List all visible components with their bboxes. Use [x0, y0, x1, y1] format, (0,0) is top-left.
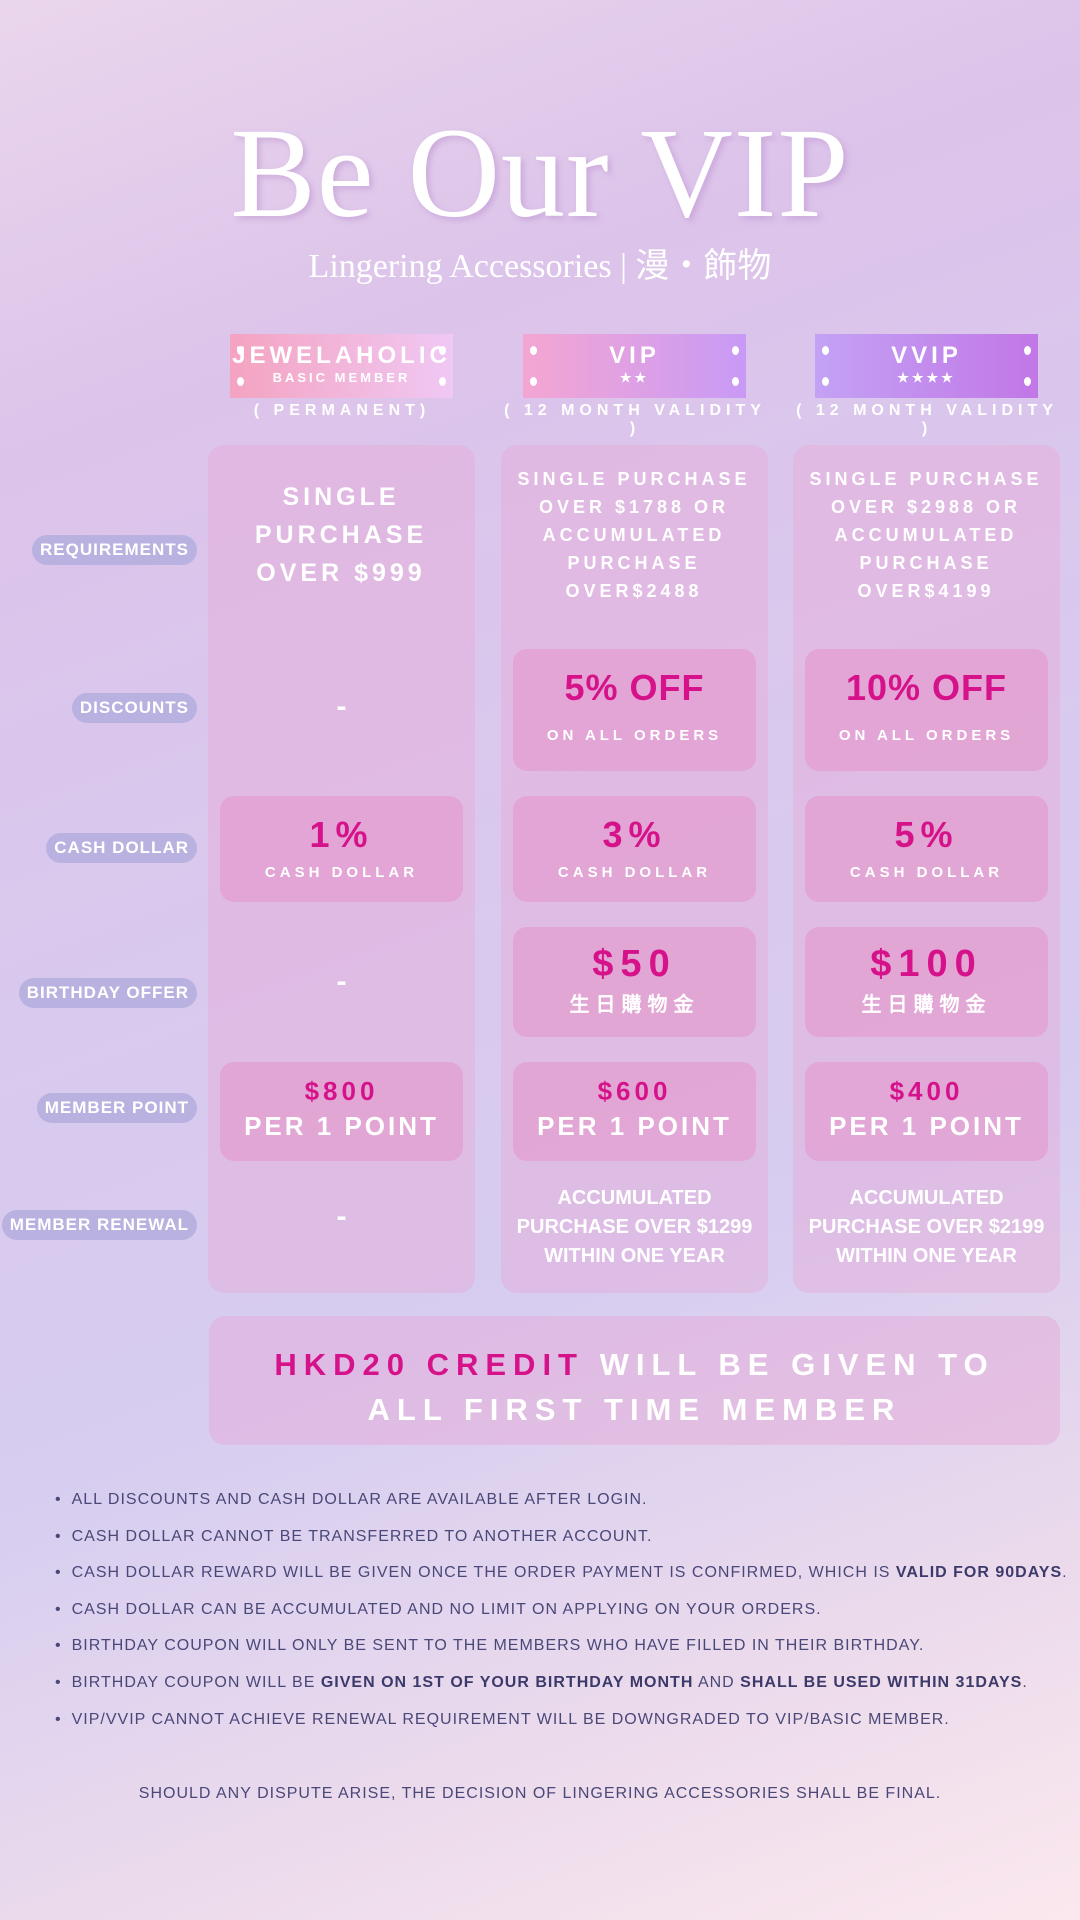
- member-point-box: $800 PER 1 POINT: [220, 1062, 463, 1161]
- row-label-member-renewal: MEMBER RENEWAL: [1, 1210, 197, 1240]
- note-text: BIRTHDAY COUPON WILL BE: [71, 1674, 321, 1691]
- birthday-box: $100 生日購物金: [805, 927, 1048, 1037]
- tier-requirement: SINGLE PURCHASE OVER $999: [254, 483, 428, 587]
- cash-dollar-box: 3% CASH DOLLAR: [513, 796, 756, 902]
- point-amount: $800: [304, 1076, 379, 1106]
- tier-column: [501, 445, 768, 1293]
- note-text: ALL DISCOUNTS AND CASH DOLLAR ARE AVAILA…: [71, 1491, 648, 1508]
- renewal-requirement: ACCUMULATED PURCHASE OVER $2199 WITHIN O…: [808, 1187, 1045, 1267]
- tier-validity: ( PERMANENT): [253, 402, 431, 419]
- note-emphasis: GIVEN ON 1ST OF YOUR BIRTHDAY MONTH: [320, 1674, 694, 1691]
- note-item: ALL DISCOUNTS AND CASH DOLLAR ARE AVAILA…: [55, 1491, 647, 1509]
- discount-value: 10% OFF: [845, 667, 1008, 708]
- discount-box: 5% OFF ON ALL ORDERS: [513, 649, 756, 771]
- tier-name: VIP: [609, 342, 660, 369]
- cash-dollar-note: CASH DOLLAR: [849, 864, 1004, 881]
- note-item: CASH DOLLAR REWARD WILL BE GIVEN ONCE TH…: [55, 1564, 1068, 1582]
- discount-note: ON ALL ORDERS: [546, 727, 723, 744]
- tier-badge: JEWELAHOLIC BASIC MEMBER: [230, 334, 453, 398]
- member-point-box: $400 PER 1 POINT: [805, 1062, 1048, 1161]
- discount-box: 10% OFF ON ALL ORDERS: [805, 649, 1048, 771]
- cash-dollar-box: 1% CASH DOLLAR: [220, 796, 463, 902]
- tier-validity: ( 12 MONTH VALIDITY ): [504, 402, 766, 437]
- birthday-box: $50 生日購物金: [513, 927, 756, 1037]
- credit-highlight: HKD20 CREDIT: [274, 1347, 584, 1382]
- discount-value: 5% OFF: [564, 667, 705, 708]
- tier-name: JEWELAHOLIC: [232, 342, 451, 369]
- note-item: CASH DOLLAR CAN BE ACCUMULATED AND NO LI…: [55, 1601, 822, 1619]
- birthday-amount: $100: [870, 943, 983, 985]
- note-text: CASH DOLLAR CANNOT BE TRANSFERRED TO ANO…: [71, 1527, 653, 1545]
- member-point-box: $600 PER 1 POINT: [513, 1062, 756, 1161]
- page-title: Be Our VIP: [230, 102, 850, 244]
- birthday-none: -: [336, 965, 347, 998]
- note-text: CASH DOLLAR REWARD WILL BE GIVEN ONCE TH…: [71, 1564, 896, 1582]
- renewal-requirement: ACCUMULATED PURCHASE OVER $1299 WITHIN O…: [516, 1187, 753, 1267]
- cash-dollar-note: CASH DOLLAR: [264, 864, 419, 881]
- discount-note: ON ALL ORDERS: [838, 727, 1015, 744]
- note-emphasis: SHALL BE USED WITHIN 31DAYS: [740, 1674, 1023, 1691]
- note-item: BIRTHDAY COUPON WILL BE GIVEN ON 1ST OF …: [55, 1674, 1028, 1692]
- point-unit: PER 1 POINT: [537, 1111, 732, 1141]
- note-item: CASH DOLLAR CANNOT BE TRANSFERRED TO ANO…: [55, 1528, 652, 1546]
- cash-dollar-box: 5% CASH DOLLAR: [805, 796, 1048, 902]
- note-text: .: [1062, 1564, 1068, 1582]
- tier-column: [208, 445, 475, 1293]
- disclaimer: SHOULD ANY DISPUTE ARISE, THE DECISION O…: [138, 1785, 942, 1802]
- point-amount: $400: [889, 1076, 964, 1106]
- tier-requirement: SINGLE PURCHASE OVER $2988 OR ACCUMULATE…: [809, 469, 1043, 601]
- note-text: VIP/VVIP CANNOT ACHIEVE RENEWAL REQUIREM…: [71, 1710, 950, 1728]
- row-label-member-point: MEMBER POINT: [36, 1093, 197, 1123]
- birthday-note: 生日購物金: [569, 994, 700, 1016]
- cash-dollar-rate: 1%: [309, 814, 374, 855]
- tier-subtitle: ★★: [619, 370, 650, 385]
- row-label-birthday-offer: BIRTHDAY OFFER: [18, 978, 197, 1008]
- discount-none: -: [336, 690, 347, 723]
- tier-validity: ( 12 MONTH VALIDITY ): [796, 402, 1058, 437]
- birthday-note: 生日購物金: [861, 994, 992, 1016]
- credit-text-line2: ALL FIRST TIME MEMBER: [367, 1392, 902, 1427]
- note-text: .: [1022, 1674, 1028, 1691]
- tier-name: VVIP: [891, 342, 962, 369]
- tier-subtitle: ★★★★: [897, 370, 956, 385]
- note-text: CASH DOLLAR CAN BE ACCUMULATED AND NO LI…: [71, 1600, 822, 1618]
- cash-dollar-rate: 3%: [602, 814, 667, 855]
- note-text: BIRTHDAY COUPON WILL ONLY BE SENT TO THE…: [71, 1637, 925, 1655]
- birthday-amount: $50: [592, 943, 677, 985]
- tier-column: [793, 445, 1060, 1293]
- tier-badge: VIP ★★: [523, 334, 746, 398]
- note-item: BIRTHDAY COUPON WILL ONLY BE SENT TO THE…: [55, 1637, 924, 1655]
- point-unit: PER 1 POINT: [829, 1111, 1024, 1141]
- point-unit: PER 1 POINT: [244, 1111, 439, 1141]
- row-label-discounts: DISCOUNTS: [71, 693, 197, 723]
- note-item: VIP/VVIP CANNOT ACHIEVE RENEWAL REQUIREM…: [55, 1711, 950, 1729]
- note-emphasis: VALID FOR 90DAYS: [895, 1564, 1063, 1582]
- cash-dollar-note: CASH DOLLAR: [557, 864, 712, 881]
- renewal-none: -: [336, 1200, 347, 1233]
- row-label-requirements: REQUIREMENTS: [32, 535, 197, 565]
- first-time-credit-banner: HKD20 CREDIT WILL BE GIVEN TO ALL FIRST …: [209, 1316, 1060, 1445]
- note-text: AND: [693, 1674, 741, 1691]
- cash-dollar-rate: 5%: [894, 814, 959, 855]
- row-label-cash-dollar: CASH DOLLAR: [46, 833, 197, 863]
- page-subtitle: Lingering Accessories | 漫・飾物: [308, 248, 772, 285]
- tier-subtitle: BASIC MEMBER: [272, 370, 411, 385]
- tier-badge: VVIP ★★★★: [815, 334, 1038, 398]
- credit-text: WILL BE GIVEN TO: [584, 1347, 995, 1382]
- point-amount: $600: [597, 1076, 672, 1106]
- tier-requirement: SINGLE PURCHASE OVER $1788 OR ACCUMULATE…: [517, 469, 751, 601]
